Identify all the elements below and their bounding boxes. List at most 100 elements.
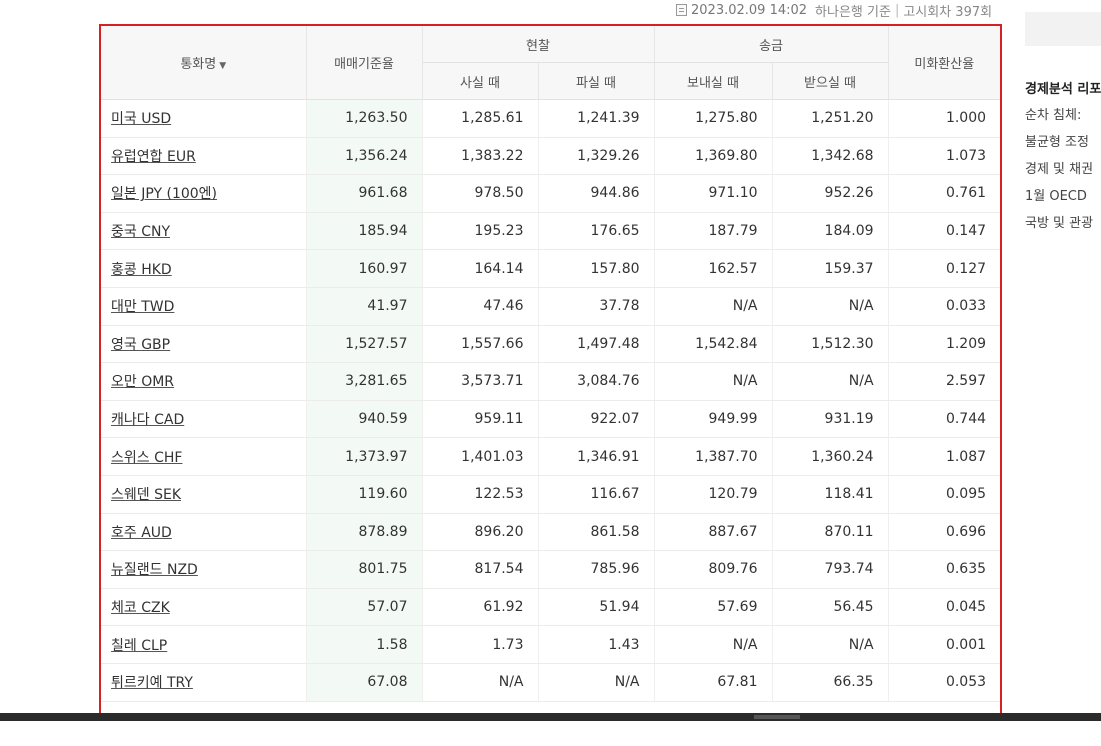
cell-base-rate: 1,356.24 [306, 137, 423, 176]
currency-link[interactable]: 호주 AUD [111, 524, 172, 541]
cell-cash-sell: 1,329.26 [538, 137, 655, 176]
cell-remit-receive: 1,251.20 [772, 99, 889, 138]
cell-remit-receive: 159.37 [772, 249, 889, 288]
report-item[interactable]: 국방 및 관광 [1025, 216, 1094, 231]
currency-link[interactable]: 캐나다 CAD [111, 412, 185, 429]
side-banner[interactable] [1025, 12, 1101, 46]
table-row: 홍콩 HKD 160.97 164.14 157.80 162.57 159.37 0.12… [101, 249, 1000, 288]
currency-link[interactable]: 미국 USD [111, 111, 172, 128]
cell-cash-sell: 922.07 [538, 400, 655, 439]
cell-usd-rate: 1.073 [888, 137, 1000, 176]
header-cash-buy: 사실 때 [422, 62, 539, 100]
cell-usd-rate: 0.095 [888, 475, 1000, 514]
cell-cash-buy: 164.14 [422, 249, 539, 288]
currency-link[interactable]: 홍콩 HKD [111, 261, 172, 278]
cell-cash-buy: 1,383.22 [422, 137, 539, 176]
cell-base-rate: 1,527.57 [306, 325, 423, 364]
cell-base-rate: 1.58 [306, 625, 423, 664]
cell-remit-receive: 66.35 [772, 663, 889, 702]
table-row: 오만 OMR 3,281.65 3,573.71 3,084.76 N/A N/A 2.59… [101, 362, 1000, 401]
table-row: 호주 AUD 878.89 896.20 861.58 887.67 870.11 0.69… [101, 513, 1000, 552]
cell-remit-receive: 952.26 [772, 174, 889, 213]
cell-remit-send: N/A [654, 362, 773, 401]
cell-cash-buy: 195.23 [422, 212, 539, 251]
cell-base-rate: 3,281.65 [306, 362, 423, 401]
cell-currency: 대만 TWD [101, 287, 307, 326]
cell-cash-sell: 1,497.48 [538, 325, 655, 364]
currency-link[interactable]: 튀르키예 TRY [111, 675, 193, 692]
cell-currency: 스위스 CHF [101, 437, 307, 476]
currency-link[interactable]: 일본 JPY (100엔) [111, 186, 218, 203]
report-item[interactable]: 순차 침체: [1025, 108, 1082, 123]
cell-currency: 튀르키예 TRY [101, 663, 307, 702]
table-row: 칠레 CLP 1.58 1.73 1.43 N/A N/A 0.001 [101, 625, 1000, 664]
cell-cash-sell: 785.96 [538, 550, 655, 589]
cell-remit-send: 1,369.80 [654, 137, 773, 176]
cell-remit-send: 1,542.84 [654, 325, 773, 364]
cell-remit-send: N/A [654, 625, 773, 664]
cell-base-rate: 160.97 [306, 249, 423, 288]
cell-cash-buy: 61.92 [422, 588, 539, 627]
cell-remit-receive: 870.11 [772, 513, 889, 552]
header-currency[interactable]: 통화명 ▼ [101, 26, 307, 100]
cell-currency: 중국 CNY [101, 212, 307, 251]
cell-cash-sell: 861.58 [538, 513, 655, 552]
currency-link[interactable]: 오만 OMR [111, 374, 175, 391]
cell-remit-send: N/A [654, 287, 773, 326]
cell-remit-receive: N/A [772, 625, 889, 664]
cell-remit-receive: 184.09 [772, 212, 889, 251]
header-cash-sell: 파실 때 [538, 62, 655, 100]
cell-usd-rate: 0.033 [888, 287, 1000, 326]
cell-usd-rate: 0.045 [888, 588, 1000, 627]
currency-link[interactable]: 중국 CNY [111, 224, 171, 241]
divider: | [894, 2, 900, 18]
cell-currency: 호주 AUD [101, 513, 307, 552]
currency-link[interactable]: 칠레 CLP [111, 637, 168, 654]
cell-currency: 영국 GBP [101, 325, 307, 364]
currency-link[interactable]: 영국 GBP [111, 336, 171, 353]
cell-cash-buy: 1,401.03 [422, 437, 539, 476]
cell-base-rate: 57.07 [306, 588, 423, 627]
cell-cash-buy: N/A [422, 663, 539, 702]
horizontal-scrollbar[interactable] [0, 713, 1101, 721]
header-remit-receive: 받으실 때 [772, 62, 889, 100]
cell-remit-send: 57.69 [654, 588, 773, 627]
cell-remit-receive: 1,512.30 [772, 325, 889, 364]
cell-remit-send: 1,275.80 [654, 99, 773, 138]
cell-remit-receive: 793.74 [772, 550, 889, 589]
table-row: 미국 USD 1,263.50 1,285.61 1,241.39 1,275.80 1,… [101, 99, 1000, 138]
currency-link[interactable]: 대만 TWD [111, 299, 175, 316]
cell-base-rate: 119.60 [306, 475, 423, 514]
cell-currency: 스웨덴 SEK [101, 475, 307, 514]
cell-cash-buy: 817.54 [422, 550, 539, 589]
cell-cash-sell: 1.43 [538, 625, 655, 664]
table-row: 일본 JPY (100엔) 961.68 978.50 944.86 971.10 952… [101, 174, 1000, 213]
currency-link[interactable]: 스위스 CHF [111, 449, 183, 466]
cell-base-rate: 185.94 [306, 212, 423, 251]
cell-cash-sell: 1,346.91 [538, 437, 655, 476]
currency-link[interactable]: 스웨덴 SEK [111, 487, 182, 504]
header-currency-label: 통화명 [180, 57, 217, 72]
scrollbar-thumb[interactable] [754, 715, 800, 719]
caret-down-icon[interactable]: ▼ [219, 61, 227, 71]
cell-remit-send: 162.57 [654, 249, 773, 288]
cell-cash-sell: 37.78 [538, 287, 655, 326]
cell-currency: 미국 USD [101, 99, 307, 138]
currency-link[interactable]: 뉴질랜드 NZD [111, 562, 198, 579]
table-row: 영국 GBP 1,527.57 1,557.66 1,497.48 1,542.84 1,… [101, 325, 1000, 364]
header-remit-send: 보내실 때 [654, 62, 773, 100]
cell-cash-buy: 1.73 [422, 625, 539, 664]
rate-source-info: 2023.02.09 14:02 하나은행 기준 | 고시회차 397회 [676, 0, 1002, 20]
cell-usd-rate: 0.761 [888, 174, 1000, 213]
cell-currency: 오만 OMR [101, 362, 307, 401]
currency-link[interactable]: 유럽연합 EUR [111, 148, 196, 165]
cell-cash-buy: 1,285.61 [422, 99, 539, 138]
cell-remit-send: 120.79 [654, 475, 773, 514]
report-item[interactable]: 불균형 조정 [1025, 135, 1089, 150]
table-row: 스위스 CHF 1,373.97 1,401.03 1,346.91 1,387.70 1… [101, 437, 1000, 476]
currency-link[interactable]: 체코 CZK [111, 600, 170, 617]
header-cash: 현찰 [422, 26, 655, 63]
cell-cash-sell: 3,084.76 [538, 362, 655, 401]
report-item[interactable]: 1월 OECD [1025, 189, 1087, 204]
report-item[interactable]: 경제 및 채권 [1025, 162, 1094, 177]
